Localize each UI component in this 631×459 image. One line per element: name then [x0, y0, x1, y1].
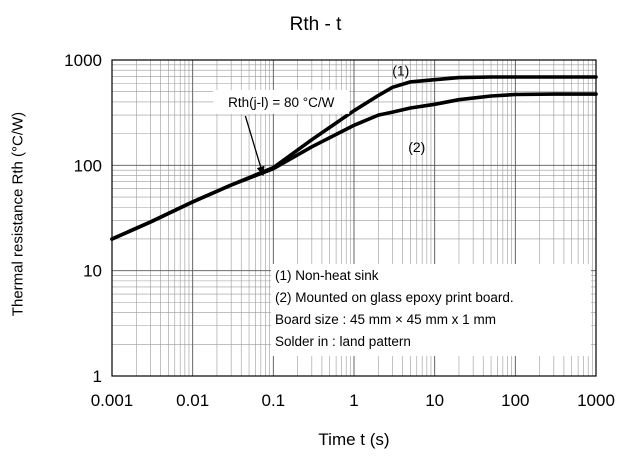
y-tick-label: 1000 [64, 51, 102, 70]
annotations: (1) (2) Rth(j-l) = 80 °C/W [213, 62, 425, 175]
note-1: (1) Non-heat sink [275, 268, 379, 283]
x-tick-labels: 0.001 0.01 0.1 1 10 100 1000 [91, 391, 615, 410]
y-tick-label: 100 [74, 156, 102, 175]
y-tick-label: 1 [93, 367, 102, 386]
note-3: Board size : 45 mm × 45 mm x 1 mm [275, 312, 496, 327]
series1-label: (1) [392, 62, 409, 78]
x-tick-label: 1 [349, 391, 358, 410]
y-tick-label: 10 [83, 262, 102, 281]
x-tick-label: 10 [425, 391, 444, 410]
x-tick-label: 0.01 [176, 391, 209, 410]
y-tick-labels: 1 10 100 1000 [64, 51, 102, 386]
x-tick-label: 0.001 [91, 391, 134, 410]
x-axis-label: Time t (s) [112, 430, 596, 450]
note-2: (2) Mounted on glass epoxy print board. [275, 290, 514, 305]
x-tick-label: 1000 [577, 391, 615, 410]
notes-box: (1) Non-heat sink (2) Mounted on glass e… [271, 264, 591, 356]
note-4: Solder in : land pattern [275, 334, 411, 349]
x-tick-label: 100 [501, 391, 529, 410]
y-axis-label: Thermal resistance Rth (°C/W) [10, 112, 27, 316]
x-tick-label: 0.1 [262, 391, 286, 410]
series2-label: (2) [408, 139, 425, 155]
rth-label: Rth(j-l) = 80 °C/W [228, 95, 335, 110]
